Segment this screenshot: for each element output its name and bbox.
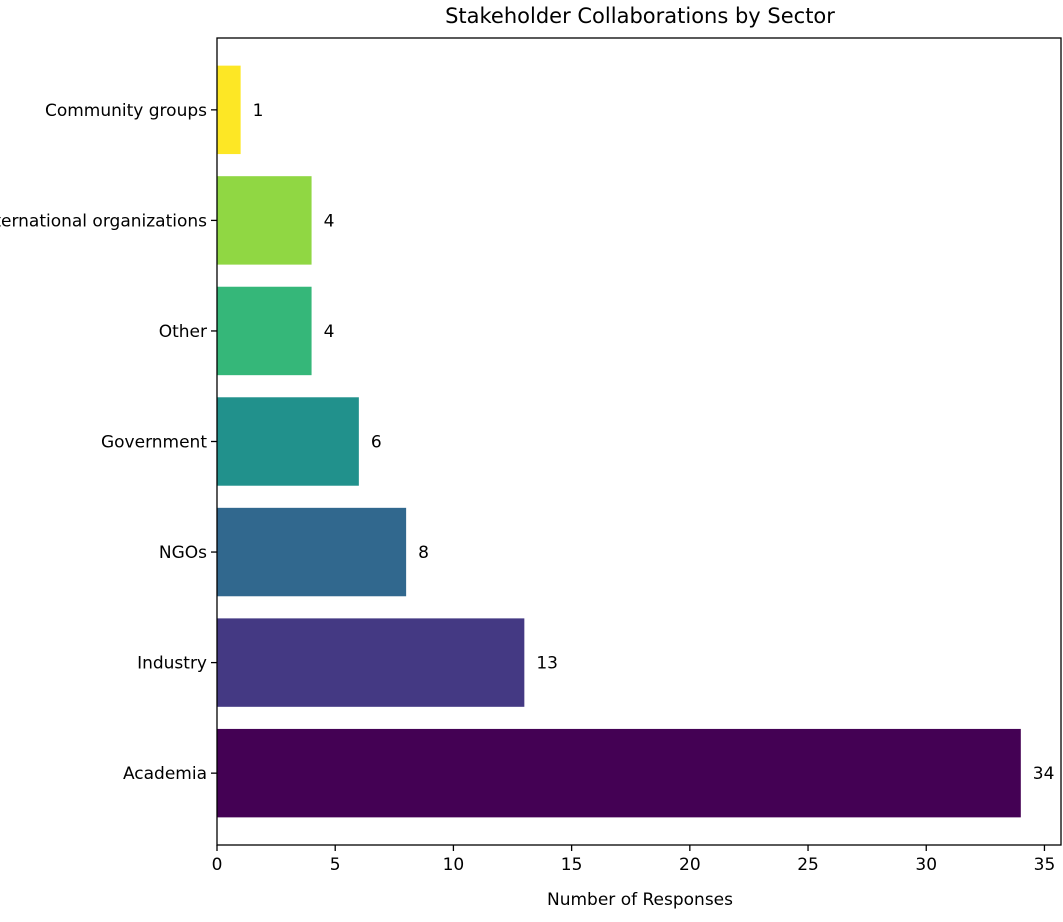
data-label: 1 <box>253 101 264 121</box>
chart-title: Stakeholder Collaborations by Sector <box>445 4 835 28</box>
bar-other <box>217 286 312 376</box>
x-tick-label: 25 <box>797 855 819 875</box>
x-tick-label: 30 <box>915 855 937 875</box>
y-tick-label: Community groups <box>45 101 207 121</box>
data-label: 4 <box>324 322 335 342</box>
y-tick-label: Academia <box>123 764 207 784</box>
data-label: 8 <box>418 543 429 563</box>
x-axis-label: Number of Responses <box>547 890 733 910</box>
y-tick-label: NGOs <box>159 543 207 563</box>
y-tick-label: International organizations <box>0 211 207 231</box>
plot-frame <box>216 37 1062 846</box>
bar-community-groups <box>217 65 241 155</box>
x-tick-label: 5 <box>330 855 341 875</box>
data-label: 4 <box>324 211 335 231</box>
data-label: 6 <box>371 433 382 453</box>
x-tick-label: 0 <box>212 855 223 875</box>
bar-government <box>217 397 359 486</box>
y-tick-label: Government <box>101 433 207 453</box>
x-tick-label: 15 <box>561 855 583 875</box>
data-label: 13 <box>536 654 558 674</box>
data-label: 34 <box>1033 764 1055 784</box>
x-tick-label: 20 <box>679 855 701 875</box>
y-tick-label: Other <box>159 322 207 342</box>
bar-international-organizations <box>217 176 312 265</box>
x-tick-label: 35 <box>1034 855 1056 875</box>
bar-industry <box>217 618 525 707</box>
x-tick-label: 10 <box>443 855 465 875</box>
bar-academia <box>217 728 1021 818</box>
y-tick-label: Industry <box>137 654 207 674</box>
bar-ngos <box>217 507 407 597</box>
plot-area: 34 Academia 13 Industry 8 NGOs 6 Government 4 Oth… <box>0 37 1062 875</box>
